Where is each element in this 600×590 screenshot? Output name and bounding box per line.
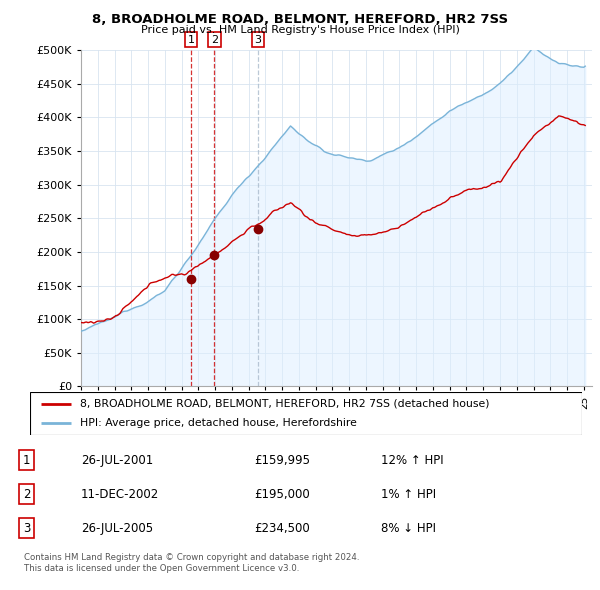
Text: 1: 1: [23, 454, 30, 467]
Text: £234,500: £234,500: [254, 522, 310, 535]
Text: 3: 3: [23, 522, 30, 535]
Text: 2: 2: [23, 487, 30, 501]
Text: 8, BROADHOLME ROAD, BELMONT, HEREFORD, HR2 7SS (detached house): 8, BROADHOLME ROAD, BELMONT, HEREFORD, H…: [80, 399, 489, 409]
Text: 3: 3: [254, 35, 262, 45]
Text: 26-JUL-2001: 26-JUL-2001: [81, 454, 154, 467]
Text: 12% ↑ HPI: 12% ↑ HPI: [380, 454, 443, 467]
Text: £159,995: £159,995: [254, 454, 310, 467]
Text: HPI: Average price, detached house, Herefordshire: HPI: Average price, detached house, Here…: [80, 418, 356, 428]
Text: 11-DEC-2002: 11-DEC-2002: [81, 487, 160, 501]
Text: Contains HM Land Registry data © Crown copyright and database right 2024.: Contains HM Land Registry data © Crown c…: [24, 553, 359, 562]
Text: 2: 2: [211, 35, 218, 45]
Text: This data is licensed under the Open Government Licence v3.0.: This data is licensed under the Open Gov…: [24, 564, 299, 573]
Text: Price paid vs. HM Land Registry's House Price Index (HPI): Price paid vs. HM Land Registry's House …: [140, 25, 460, 35]
Text: £195,000: £195,000: [254, 487, 310, 501]
Text: 26-JUL-2005: 26-JUL-2005: [81, 522, 153, 535]
Text: 1% ↑ HPI: 1% ↑ HPI: [380, 487, 436, 501]
Text: 8% ↓ HPI: 8% ↓ HPI: [380, 522, 436, 535]
Text: 1: 1: [188, 35, 194, 45]
Text: 8, BROADHOLME ROAD, BELMONT, HEREFORD, HR2 7SS: 8, BROADHOLME ROAD, BELMONT, HEREFORD, H…: [92, 13, 508, 26]
